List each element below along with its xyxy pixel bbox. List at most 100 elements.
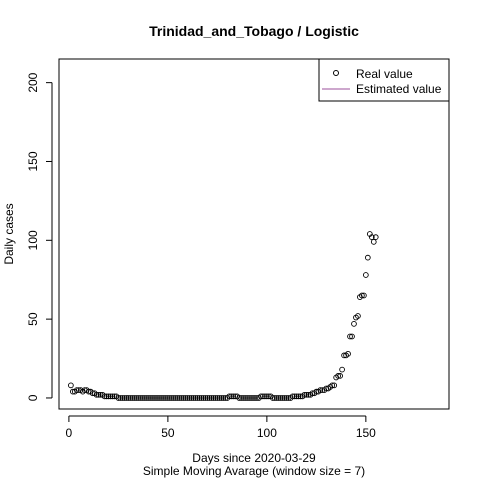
data-point	[200, 395, 207, 401]
data-point	[372, 234, 379, 241]
data-point	[180, 395, 187, 401]
data-point	[202, 395, 209, 401]
data-point	[188, 395, 195, 401]
y-tick-label: 100	[26, 230, 40, 250]
data-point	[204, 395, 211, 401]
data-point	[370, 239, 377, 245]
data-point	[149, 395, 155, 401]
data-points	[68, 231, 379, 401]
data-point	[163, 395, 169, 401]
legend-real-value-label: Real value	[356, 67, 413, 81]
data-point	[129, 395, 136, 401]
data-point	[258, 393, 264, 400]
data-point	[218, 395, 225, 401]
data-point	[269, 395, 276, 401]
data-point	[159, 395, 165, 401]
data-point	[331, 382, 338, 389]
y-axis-label: Daily cases	[2, 203, 16, 264]
data-point	[226, 393, 233, 400]
data-point	[135, 395, 142, 401]
data-point	[260, 393, 266, 400]
data-point	[317, 387, 324, 393]
data-point	[212, 395, 219, 401]
y-tick-label: 200	[26, 72, 40, 92]
data-point	[236, 395, 243, 401]
data-point	[133, 395, 140, 401]
data-point	[125, 395, 132, 401]
data-point	[186, 395, 193, 401]
data-point	[264, 393, 270, 400]
data-point	[271, 395, 278, 401]
legend-estimated-value-label: Estimated value	[356, 82, 442, 96]
data-point	[230, 393, 237, 400]
data-point	[351, 321, 357, 327]
data-point	[214, 395, 221, 401]
data-point	[107, 393, 114, 400]
data-point	[145, 395, 151, 401]
data-point	[93, 391, 100, 398]
plot-area-frame	[58, 58, 450, 410]
data-point	[208, 395, 215, 401]
data-point	[238, 395, 244, 401]
data-point	[368, 234, 375, 241]
data-point	[293, 393, 300, 400]
data-point	[295, 393, 302, 400]
data-point	[242, 395, 248, 401]
data-point	[121, 395, 128, 401]
data-point	[155, 395, 161, 401]
data-point	[303, 391, 310, 398]
x-axis-label: Days since 2020-03-29	[192, 451, 316, 465]
legend-real-value-marker	[333, 70, 339, 76]
data-point	[206, 395, 213, 401]
data-point	[105, 393, 112, 400]
data-point	[147, 395, 153, 401]
x-axis: 0 50 100 150	[66, 415, 376, 440]
data-point	[139, 395, 145, 401]
y-axis: 0 50 100 150 200	[26, 72, 53, 401]
data-point	[109, 393, 116, 400]
data-point	[345, 350, 351, 357]
data-point	[170, 395, 177, 401]
data-point	[167, 395, 173, 401]
data-point	[301, 391, 308, 398]
data-point	[335, 373, 341, 379]
data-point	[194, 395, 201, 401]
x-tick-label: 100	[257, 426, 277, 440]
data-point	[95, 391, 102, 398]
data-point	[73, 387, 80, 393]
data-point	[339, 366, 345, 373]
data-point	[291, 393, 298, 400]
data-point	[283, 395, 290, 401]
data-point	[279, 395, 286, 401]
data-point	[103, 393, 110, 400]
data-point	[275, 395, 282, 401]
data-point	[178, 395, 185, 401]
data-point	[131, 395, 138, 401]
x-tick-label: 150	[356, 426, 376, 440]
data-point	[220, 395, 227, 401]
legend-box	[318, 58, 450, 102]
data-point	[123, 395, 130, 401]
data-point	[190, 395, 197, 401]
data-point	[262, 393, 268, 400]
data-point	[273, 395, 280, 401]
data-point	[228, 393, 235, 400]
data-point	[240, 395, 246, 401]
data-point	[127, 395, 134, 401]
data-point	[141, 395, 147, 401]
data-point	[151, 395, 157, 401]
chart-title: Trinidad_and_Tobago / Logistic	[149, 23, 359, 39]
data-point	[277, 395, 284, 401]
data-point	[192, 395, 199, 401]
x-axis-subtitle: Simple Moving Avarage (window size = 7)	[143, 464, 365, 478]
data-point	[337, 373, 343, 379]
data-point	[143, 395, 149, 401]
data-point	[176, 395, 183, 401]
data-point	[355, 313, 361, 319]
data-point	[168, 395, 175, 401]
data-point	[172, 395, 179, 401]
data-point	[196, 395, 203, 401]
data-point	[165, 395, 171, 401]
data-point	[119, 395, 126, 401]
